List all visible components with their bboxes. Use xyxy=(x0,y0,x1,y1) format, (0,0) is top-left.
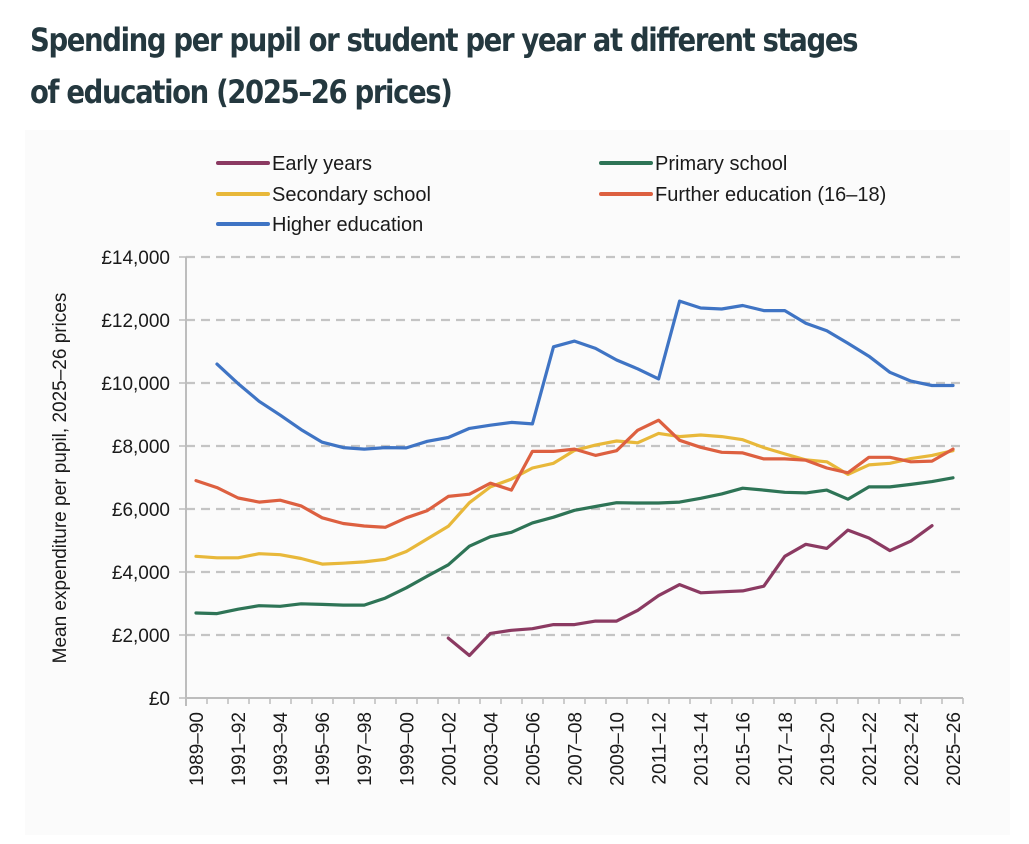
x-tick-label: 2005–06 xyxy=(523,712,544,786)
x-tick-label: 2011–12 xyxy=(650,712,671,785)
legend-item: Early years xyxy=(216,153,372,175)
x-tick-label: 2007–08 xyxy=(566,712,587,786)
series-line-higher-education xyxy=(215,299,955,451)
legend-item: Primary school xyxy=(599,153,787,175)
y-tick-label: £14,000 xyxy=(101,248,170,269)
x-tick-label: 1995–96 xyxy=(313,712,334,786)
axes xyxy=(179,256,964,706)
legend-label: Secondary school xyxy=(272,184,431,206)
legend-item: Secondary school xyxy=(216,184,431,206)
y-tick-label: £2,000 xyxy=(112,626,170,647)
x-tick-label: 2003–04 xyxy=(481,712,502,786)
series-line-further-education-16-18 xyxy=(194,418,955,529)
gridlines xyxy=(186,255,963,637)
x-tick-label: 2019–20 xyxy=(818,712,839,786)
legend-label: Early years xyxy=(272,153,372,175)
x-tick-label: 1993–94 xyxy=(271,712,292,786)
x-tick-label: 1989–90 xyxy=(187,712,208,786)
y-axis-title: Mean expenditure per pupil, 2025–26 pric… xyxy=(50,293,71,664)
x-tick-label: 2009–10 xyxy=(608,712,629,786)
legend: Early years Primary school Secondary schoo… xyxy=(216,153,886,236)
series-line-early-years xyxy=(446,524,934,658)
chart-panel xyxy=(25,130,1010,835)
x-tick-label: 2017–18 xyxy=(776,712,797,786)
series-line-secondary-school xyxy=(194,431,955,566)
y-tick-label: £8,000 xyxy=(112,437,170,458)
legend-label: Further education (16–18) xyxy=(655,184,886,206)
legend-item: Higher education xyxy=(216,214,423,236)
x-tick-label: 1991–92 xyxy=(229,712,250,786)
series-line-primary-school xyxy=(194,476,955,616)
legend-label: Higher education xyxy=(272,214,423,236)
x-tick-label: 2023–24 xyxy=(902,712,923,786)
y-tick-label: £6,000 xyxy=(112,500,170,521)
y-tick-labels: £0 £2,000 £4,000 £6,000 £8,000 £10,000 £12,000… xyxy=(101,248,170,710)
x-tick-label: 2025–26 xyxy=(944,712,965,786)
y-tick-label: £4,000 xyxy=(112,563,170,584)
x-tick-label: 2015–16 xyxy=(734,712,755,786)
x-tick-label: 2021–22 xyxy=(860,712,881,786)
y-tick-label: £10,000 xyxy=(101,374,170,395)
legend-item: Further education (16–18) xyxy=(599,184,886,206)
x-tick-label: 2013–14 xyxy=(692,712,713,786)
y-tick-label: £0 xyxy=(149,689,170,710)
legend-label: Primary school xyxy=(655,153,787,175)
x-tick-label: 1999–00 xyxy=(397,712,418,786)
chart-title: Spending per pupil or student per year a… xyxy=(30,21,858,111)
series-lines xyxy=(194,299,955,658)
y-tick-label: £12,000 xyxy=(101,311,170,332)
x-tick-label: 2001–02 xyxy=(439,712,460,786)
x-tick-labels: 1989–90 1991–92 1993–94 1995–96 1997–98 1999–… xyxy=(187,712,965,786)
x-tick-label: 1997–98 xyxy=(355,712,376,786)
